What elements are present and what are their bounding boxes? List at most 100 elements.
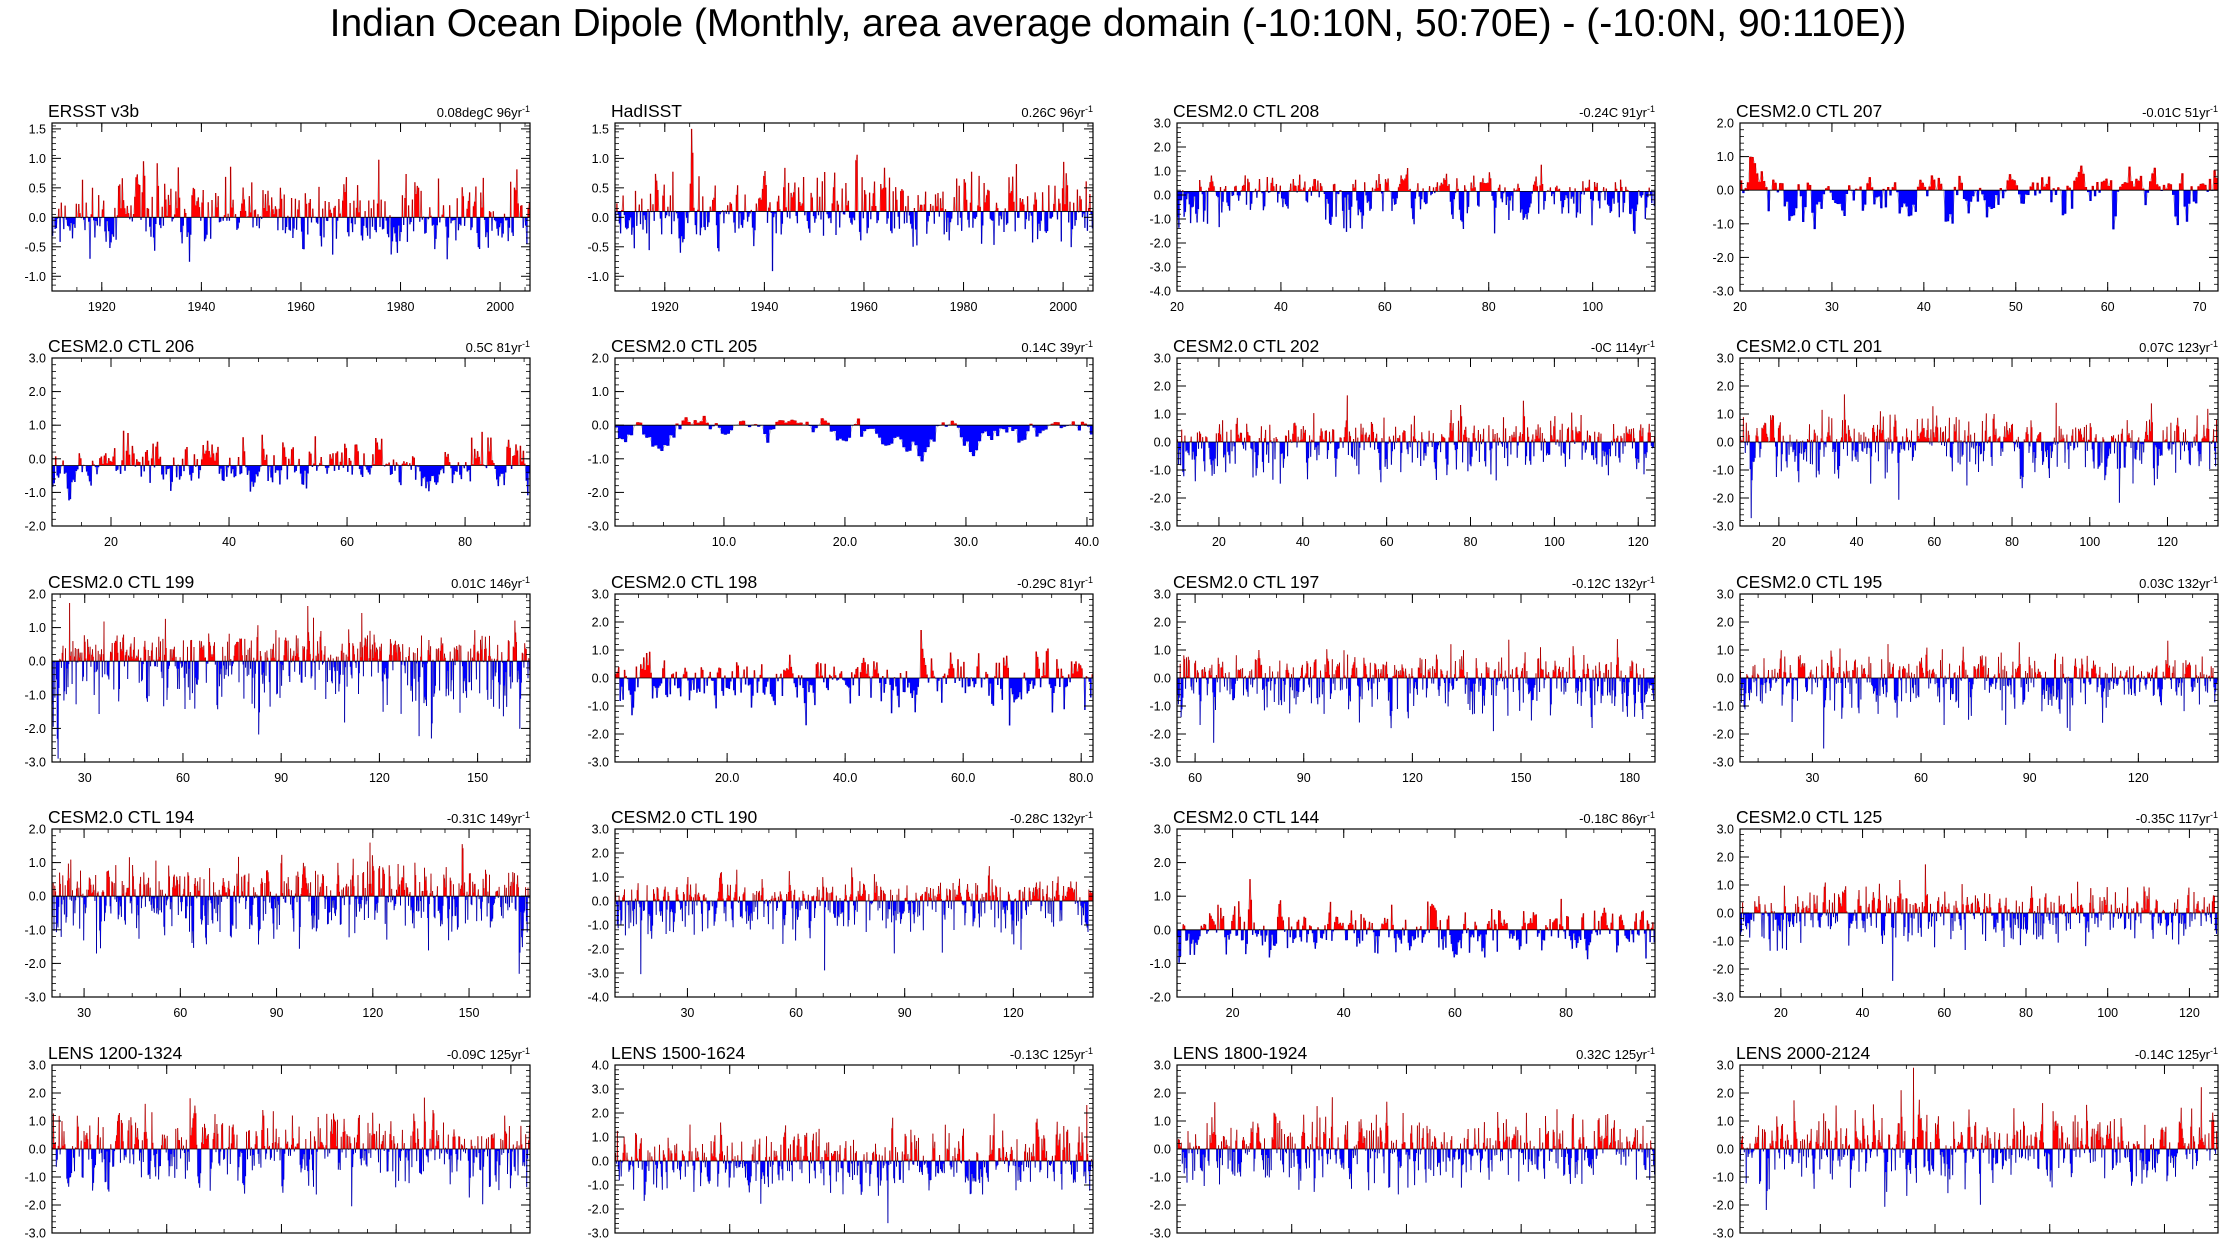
series-line <box>1176 395 1655 484</box>
panel-annotation: 0.01C 146yr-1 <box>451 575 530 591</box>
y-tick-label: -1.0 <box>1712 217 1734 231</box>
series-line <box>1739 640 2218 749</box>
panel-title: CESM2.0 CTL 207 <box>1736 101 1882 121</box>
negative-bars <box>1742 190 2214 230</box>
y-tick-label: 3.0 <box>1154 588 1171 602</box>
y-tick-label: 1.0 <box>1717 408 1734 422</box>
negative-bars <box>1740 678 2218 749</box>
y-tick-label: -1.0 <box>1149 213 1171 227</box>
y-tick-label: 3.0 <box>592 1083 609 1097</box>
panel-title: CESM2.0 CTL 144 <box>1173 807 1319 827</box>
x-tick-label: 20.0 <box>833 535 857 549</box>
panel-annotation: 0.26C 96yr-1 <box>1021 104 1093 120</box>
x-tick-label: 30 <box>1805 771 1819 785</box>
x-tick-label: 40 <box>1856 1006 1870 1020</box>
negative-bars <box>1178 442 1654 484</box>
panel-annotation: -0.28C 132yr-1 <box>1010 810 1093 826</box>
x-tick-label: 1960 <box>287 300 315 314</box>
y-tick-label: -2.0 <box>1712 492 1734 506</box>
panel-annotation: 0.14C 39yr-1 <box>1021 339 1093 355</box>
plot-frame <box>51 828 531 998</box>
y-tick-label: 1.0 <box>1717 1115 1734 1129</box>
y-tick-label: 3.0 <box>29 1059 46 1073</box>
positive-bars <box>1740 1067 2218 1149</box>
y-tick-label: 1.0 <box>592 385 609 399</box>
y-tick-label: 3.0 <box>1154 117 1171 131</box>
x-tick-label: 60.0 <box>951 771 975 785</box>
y-tick-label: -1.0 <box>1149 464 1171 478</box>
y-tick-label: 0.0 <box>29 890 46 904</box>
y-tick-label: -1.0 <box>1149 957 1171 971</box>
annotation-superscript: -1 <box>1647 575 1655 585</box>
y-tick-label: -3.0 <box>1149 756 1171 770</box>
chart-panel: -3.0 -2.0 -1.0 0.0 1.0 2.0 30 60 90 120 150 CESM2.0… <box>24 807 531 1020</box>
y-tick-label: 2.0 <box>592 352 609 366</box>
panel-title: HadISST <box>611 101 682 121</box>
x-tick-label: 40 <box>1337 1006 1351 1020</box>
plot-frame <box>614 828 1094 998</box>
y-tick-label: -3.0 <box>24 1227 46 1241</box>
chart-panel: -4.0 -3.0 -2.0 -1.0 0.0 1.0 2.0 3.0 30 60 90 120 CES… <box>587 807 1094 1020</box>
negative-bars <box>55 1149 529 1207</box>
panel-title: LENS 1500-1624 <box>611 1043 746 1063</box>
x-tick-label: 120 <box>1402 771 1423 785</box>
x-tick-label: 120 <box>1003 1006 1024 1020</box>
annotation-superscript: -1 <box>1647 104 1655 114</box>
y-tick-label: 1.0 <box>29 1115 46 1129</box>
y-tick-label: 1.0 <box>592 871 609 885</box>
chart-panel: -3.0 -2.0 -1.0 0.0 1.0 2.0 20 30 40 50 60 70 CESM2.0… <box>1712 101 2219 314</box>
y-tick-label: 3.0 <box>1717 352 1734 366</box>
y-tick-label: 0.0 <box>592 1155 609 1169</box>
plot-frame <box>51 593 531 763</box>
y-tick-label: 0.0 <box>29 655 46 669</box>
y-tick-label: -1.0 <box>1149 1171 1171 1185</box>
panel-annotation: -0.01C 51yr-1 <box>2142 104 2218 120</box>
y-tick-label: 1.0 <box>592 1131 609 1145</box>
y-tick-label: 3.0 <box>1717 588 1734 602</box>
y-tick-label: 0.0 <box>1717 672 1734 686</box>
y-tick-label: -1.0 <box>587 452 609 466</box>
y-tick-label: -3.0 <box>24 756 46 770</box>
y-tick-label: 1.0 <box>29 621 46 635</box>
x-tick-label: 100 <box>1544 535 1565 549</box>
panel-annotation: -0.24C 91yr-1 <box>1579 104 1655 120</box>
panel-title: CESM2.0 CTL 202 <box>1173 336 1319 356</box>
x-tick-label: 120 <box>369 771 390 785</box>
series-line <box>1739 1067 2218 1211</box>
chart-panel: -1.0 -0.5 0.0 0.5 1.0 1.5 1920 1940 1960 1980 2000… <box>587 101 1094 314</box>
annotation-superscript: -1 <box>522 104 530 114</box>
positive-bars <box>616 128 1091 212</box>
panel-title: CESM2.0 CTL 125 <box>1736 807 1882 827</box>
y-tick-label: -2.0 <box>1149 991 1171 1005</box>
x-tick-label: 20 <box>1772 535 1786 549</box>
chart-panel: -3.0 -2.0 -1.0 0.0 1.0 2.0 3.0 60 90 120 150 180 CES… <box>1149 572 1656 785</box>
y-tick-label: -3.0 <box>587 520 609 534</box>
panel-title: ERSST v3b <box>48 101 139 121</box>
x-tick-label: 1940 <box>750 300 778 314</box>
y-tick-label: 2.0 <box>1154 856 1171 870</box>
x-tick-label: 40.0 <box>1075 535 1099 549</box>
y-tick-label: -2.0 <box>1149 728 1171 742</box>
y-tick-label: 4.0 <box>592 1059 609 1073</box>
y-tick-label: -2.0 <box>1712 251 1734 265</box>
plot-frame <box>51 357 531 527</box>
chart-panel: -3.0 -2.0 -1.0 0.0 1.0 2.0 30 60 90 120 150 CESM2.0… <box>24 572 531 785</box>
y-tick-label: 1.0 <box>1154 890 1171 904</box>
y-tick-label: -0.5 <box>24 240 46 254</box>
y-tick-label: -0.5 <box>587 240 609 254</box>
y-tick-label: 2.0 <box>1717 117 1734 131</box>
y-tick-label: -3.0 <box>24 991 46 1005</box>
y-tick-label: 0.0 <box>592 419 609 433</box>
panel-title: CESM2.0 CTL 190 <box>611 807 757 827</box>
annotation-superscript: -1 <box>1085 104 1093 114</box>
series-line <box>614 1104 1093 1224</box>
y-tick-label: 0.0 <box>1154 1143 1171 1157</box>
x-tick-label: 80 <box>2019 1006 2033 1020</box>
y-tick-label: 0.0 <box>29 452 46 466</box>
y-tick-label: -2.0 <box>587 1203 609 1217</box>
x-tick-label: 90 <box>898 1006 912 1020</box>
x-tick-label: 80 <box>1464 535 1478 549</box>
x-tick-label: 30.0 <box>954 535 978 549</box>
chart-panel: -3.0 -2.0 -1.0 0.0 1.0 2.0 3.0 20.0 40.0 60.0 80.0… <box>587 572 1094 785</box>
y-tick-label: -3.0 <box>1712 520 1734 534</box>
